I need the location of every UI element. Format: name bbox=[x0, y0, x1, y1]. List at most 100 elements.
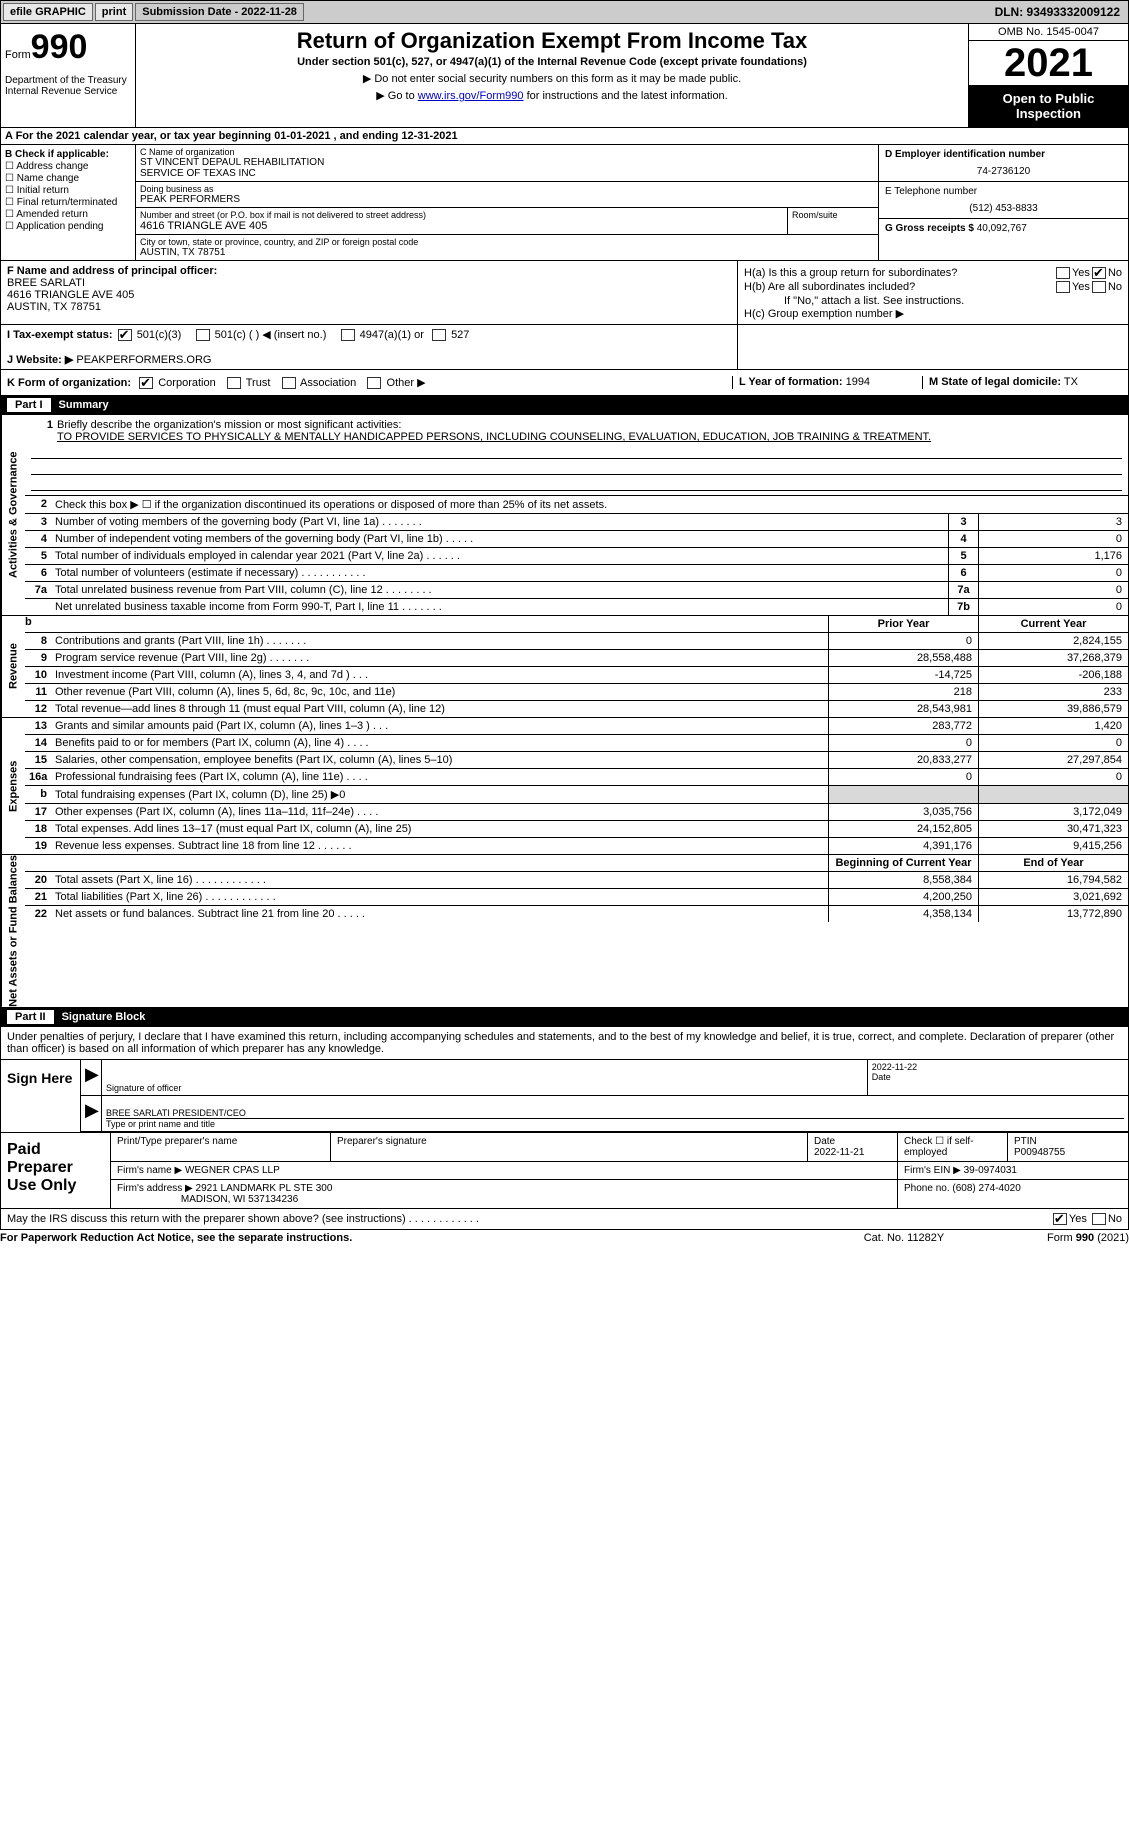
chk-address[interactable]: ☐ Address change bbox=[5, 161, 131, 172]
hb-no[interactable] bbox=[1092, 281, 1106, 293]
officer-name: BREE SARLATI PRESIDENT/CEO bbox=[106, 1108, 1124, 1119]
section-h: H(a) Is this a group return for subordin… bbox=[738, 261, 1128, 324]
footer-right: Form 990 (2021) bbox=[979, 1232, 1129, 1244]
i-501c3[interactable] bbox=[118, 329, 132, 341]
addr: 4616 TRIANGLE AVE 405 bbox=[140, 220, 783, 232]
table-row: 4Number of independent voting members of… bbox=[25, 531, 1128, 548]
prep-r3: Firm's address ▶ 2921 LANDMARK PL STE 30… bbox=[111, 1180, 1128, 1208]
table-row: Net unrelated business taxable income fr… bbox=[25, 599, 1128, 615]
ptin: P00948755 bbox=[1014, 1147, 1122, 1158]
k-assoc[interactable] bbox=[282, 377, 296, 389]
k-trust[interactable] bbox=[227, 377, 241, 389]
sign-label: Sign Here bbox=[1, 1060, 81, 1132]
section-b-d: B Check if applicable: ☐ Address change … bbox=[0, 145, 1129, 261]
header-left: Form990 Department of the Treasury Inter… bbox=[1, 24, 136, 127]
part1-title: Summary bbox=[59, 399, 109, 411]
hb-yes[interactable] bbox=[1056, 281, 1070, 293]
org-name-cell: C Name of organization ST VINCENT DEPAUL… bbox=[136, 145, 878, 182]
addr-cell: Number and street (or P.O. box if mail i… bbox=[136, 208, 878, 235]
discuss-yes[interactable] bbox=[1053, 1213, 1067, 1225]
gross-cell: G Gross receipts $ 40,092,767 bbox=[879, 219, 1128, 238]
efile-btn[interactable]: efile GRAPHIC bbox=[3, 3, 93, 21]
irs-link[interactable]: www.irs.gov/Form990 bbox=[418, 90, 524, 102]
notice2: ▶ Go to www.irs.gov/Form990 for instruct… bbox=[140, 89, 964, 102]
j-lbl: J Website: ▶ bbox=[7, 354, 73, 366]
sig-date: 2022-11-22 bbox=[872, 1062, 1124, 1072]
firm-ein-lbl: Firm's EIN ▶ bbox=[904, 1165, 961, 1176]
gross: 40,092,767 bbox=[977, 223, 1027, 234]
mission-lbl: Briefly describe the organization's miss… bbox=[57, 419, 401, 431]
chk-initial[interactable]: ☐ Initial return bbox=[5, 185, 131, 196]
chk-amended[interactable]: ☐ Amended return bbox=[5, 209, 131, 220]
gov-section: Activities & Governance 1 Briefly descri… bbox=[0, 415, 1129, 616]
end-hdr: End of Year bbox=[978, 855, 1128, 871]
section-f-h: F Name and address of principal officer:… bbox=[0, 261, 1129, 325]
sign-here: Sign Here ▶ Signature of officer 2022-11… bbox=[0, 1060, 1129, 1133]
table-row: 18Total expenses. Add lines 13–17 (must … bbox=[25, 821, 1128, 838]
colhdr-net: Beginning of Current Year End of Year bbox=[25, 855, 1128, 872]
notice2-post: for instructions and the latest informat… bbox=[524, 90, 728, 102]
hb-lbl: H(b) Are all subordinates included? bbox=[744, 281, 1054, 293]
table-row: 9Program service revenue (Part VIII, lin… bbox=[25, 650, 1128, 667]
paid-preparer: Paid Preparer Use Only Print/Type prepar… bbox=[0, 1133, 1129, 1209]
table-row: 12Total revenue—add lines 8 through 11 (… bbox=[25, 701, 1128, 717]
chk-name[interactable]: ☐ Name change bbox=[5, 173, 131, 184]
line2: 2 Check this box ▶ ☐ if the organization… bbox=[25, 496, 1128, 514]
table-row: 8Contributions and grants (Part VIII, li… bbox=[25, 633, 1128, 650]
discuss-no[interactable] bbox=[1092, 1213, 1106, 1225]
arrow-icon: ▶ bbox=[81, 1060, 101, 1095]
sig-lbl: Signature of officer bbox=[106, 1083, 863, 1093]
firm-addr-lbl: Firm's address ▶ bbox=[117, 1183, 193, 1194]
org-name2: SERVICE OF TEXAS INC bbox=[140, 168, 874, 179]
part1-hdr: Part I Summary bbox=[0, 396, 1129, 415]
table-row: bTotal fundraising expenses (Part IX, co… bbox=[25, 786, 1128, 804]
table-row: 16aProfessional fundraising fees (Part I… bbox=[25, 769, 1128, 786]
firm-name: WEGNER CPAS LLP bbox=[185, 1165, 280, 1176]
hb-row: H(b) Are all subordinates included? Yes … bbox=[744, 281, 1122, 293]
hb-note: If "No," attach a list. See instructions… bbox=[744, 295, 1122, 307]
topbar: efile GRAPHIC print Submission Date - 20… bbox=[0, 0, 1129, 24]
chk-final[interactable]: ☐ Final return/terminated bbox=[5, 197, 131, 208]
i-527[interactable] bbox=[432, 329, 446, 341]
exp-section: Expenses 13Grants and similar amounts pa… bbox=[0, 718, 1129, 855]
prep-date-lbl: Date bbox=[814, 1136, 891, 1147]
table-row: 19Revenue less expenses. Subtract line 1… bbox=[25, 838, 1128, 854]
room-lbl: Room/suite bbox=[792, 210, 874, 220]
prior-hdr: Prior Year bbox=[828, 616, 978, 632]
part2-hdr: Part II Signature Block bbox=[0, 1008, 1129, 1027]
tax-year: 2021 bbox=[969, 41, 1128, 85]
col-d: D Employer identification number 74-2736… bbox=[878, 145, 1128, 260]
dba: PEAK PERFORMERS bbox=[140, 194, 874, 205]
mission: 1 Briefly describe the organization's mi… bbox=[25, 415, 1128, 496]
print-btn[interactable]: print bbox=[95, 3, 133, 21]
k-corp[interactable] bbox=[139, 377, 153, 389]
tel-lbl: E Telephone number bbox=[885, 186, 1122, 197]
gross-lbl: G Gross receipts $ bbox=[885, 223, 974, 234]
name-lbl: C Name of organization bbox=[140, 147, 874, 157]
prep-r2: Firm's name ▶ WEGNER CPAS LLP Firm's EIN… bbox=[111, 1162, 1128, 1180]
ha-no[interactable] bbox=[1092, 267, 1106, 279]
addr-lbl: Number and street (or P.O. box if mail i… bbox=[140, 210, 783, 220]
ein-lbl: D Employer identification number bbox=[885, 149, 1122, 160]
row-k: K Form of organization: Corporation Trus… bbox=[7, 376, 732, 389]
omb: OMB No. 1545-0047 bbox=[969, 24, 1128, 41]
col-b: B Check if applicable: ☐ Address change … bbox=[1, 145, 136, 260]
notice1: ▶ Do not enter social security numbers o… bbox=[140, 72, 964, 85]
tel-cell: E Telephone number (512) 453-8833 bbox=[879, 182, 1128, 219]
tel: (512) 453-8833 bbox=[885, 203, 1122, 214]
ha-lbl: H(a) Is this a group return for subordin… bbox=[744, 267, 1054, 279]
phone-lbl: Phone no. bbox=[904, 1183, 950, 1194]
ein-cell: D Employer identification number 74-2736… bbox=[879, 145, 1128, 182]
chk-pending[interactable]: ☐ Application pending bbox=[5, 221, 131, 232]
k-other[interactable] bbox=[367, 377, 381, 389]
f-city: AUSTIN, TX 78751 bbox=[7, 301, 731, 313]
i-lbl: I Tax-exempt status: bbox=[7, 329, 113, 341]
i-4947[interactable] bbox=[341, 329, 355, 341]
table-row: 3Number of voting members of the governi… bbox=[25, 514, 1128, 531]
footer-center: Cat. No. 11282Y bbox=[829, 1232, 979, 1244]
table-row: 15Salaries, other compensation, employee… bbox=[25, 752, 1128, 769]
dba-lbl: Doing business as bbox=[140, 184, 874, 194]
i-501c[interactable] bbox=[196, 329, 210, 341]
table-row: 13Grants and similar amounts paid (Part … bbox=[25, 718, 1128, 735]
ha-yes[interactable] bbox=[1056, 267, 1070, 279]
